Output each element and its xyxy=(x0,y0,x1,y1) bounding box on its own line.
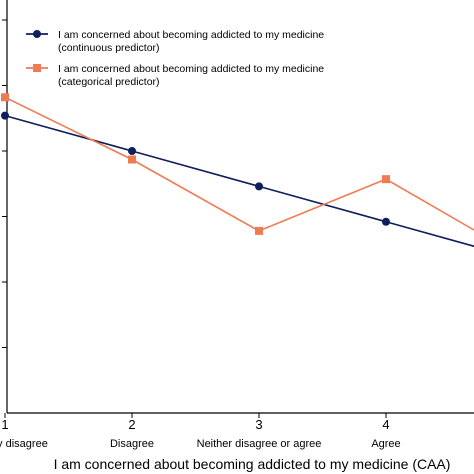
x-tick-category: Agree xyxy=(371,438,400,450)
x-tick-number: 4 xyxy=(382,417,389,432)
x-axis-title: I am concerned about becoming addicted t… xyxy=(54,456,451,472)
series-line-continuous xyxy=(4,114,474,248)
series-line-categorical xyxy=(4,96,474,232)
legend-label-continuous-line1: I am concerned about becoming addicted t… xyxy=(58,29,324,41)
x-tick-category: Disagree xyxy=(110,438,154,450)
legend-marker-categorical xyxy=(33,64,41,72)
data-point-categorical xyxy=(255,226,263,235)
legend-marker-continuous xyxy=(33,30,41,38)
x-tick-category: Strongly disagree xyxy=(0,438,48,450)
data-point-categorical xyxy=(382,175,390,184)
data-point-continuous xyxy=(1,111,9,120)
data-point-continuous xyxy=(382,217,390,226)
x-tick-number: 2 xyxy=(128,417,135,432)
x-tick-number: 3 xyxy=(255,417,262,432)
x-axis: 1 Strongly disagree 2 Disagree 3 Neither disa… xyxy=(0,412,474,450)
legend-label-continuous-line2: (continuous predictor) xyxy=(58,42,160,54)
data-point-continuous xyxy=(128,147,136,155)
y-axis xyxy=(2,0,8,413)
data-point-continuous xyxy=(255,182,263,191)
data-point-categorical xyxy=(1,93,9,102)
legend-label-categorical-line1: I am concerned about becoming addicted t… xyxy=(58,63,324,75)
series-lines xyxy=(1,93,474,248)
x-tick-number: 1 xyxy=(1,417,8,432)
legend: I am concerned about becoming addicted t… xyxy=(26,29,324,88)
data-point-categorical xyxy=(128,155,136,164)
x-tick-category: Neither disagree or agree xyxy=(197,438,322,450)
legend-label-categorical-line2: (categorical predictor) xyxy=(58,76,160,88)
